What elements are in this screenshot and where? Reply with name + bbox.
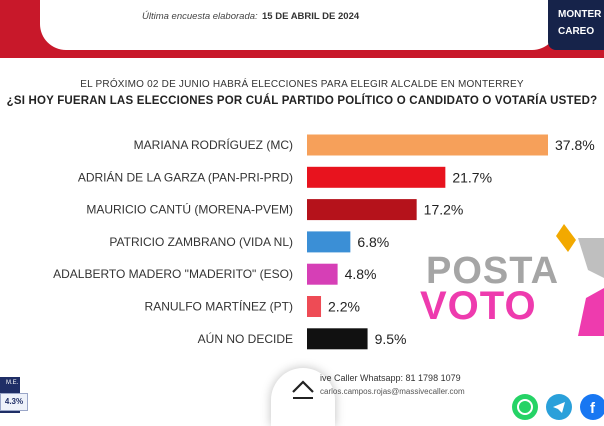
- brand-box: MONTER CAREO: [548, 0, 604, 50]
- bar: [307, 231, 351, 253]
- category-label: ADALBERTO MADERO "MADERITO" (ESO): [53, 267, 293, 281]
- value-label: 17.2%: [424, 202, 464, 218]
- brand-line-1: MONTER: [558, 9, 602, 20]
- posta-logo-shape: [556, 224, 604, 336]
- category-label: MARIANA RODRÍGUEZ (MC): [134, 137, 293, 152]
- chart-title: EL PRÓXIMO 02 DE JUNIO HABRÁ ELECCIONES …: [80, 79, 524, 90]
- category-label: AÚN NO DECIDE: [198, 331, 293, 346]
- survey-label: Última encuesta elaborada:: [142, 11, 258, 22]
- me-label: M.E.: [6, 380, 19, 386]
- brand-line-2: CAREO: [558, 26, 595, 37]
- me-value: 4.3%: [4, 397, 24, 406]
- whatsapp-icon[interactable]: [512, 394, 538, 420]
- bar: [307, 199, 417, 221]
- survey-date: 15 DE ABRIL DE 2024: [262, 11, 360, 22]
- me-value-box: 4.3%: [0, 393, 28, 411]
- category-label: MAURICIO CANTÚ (MORENA-PVEM): [86, 202, 293, 217]
- contact-email[interactable]: carlos.campos.rojas@massivecaller.com: [320, 387, 465, 396]
- telegram-icon[interactable]: [546, 394, 572, 420]
- facebook-icon[interactable]: f: [580, 394, 604, 420]
- scroll-up-button[interactable]: [271, 368, 335, 426]
- value-label: 21.7%: [452, 169, 492, 185]
- value-label: 37.8%: [555, 137, 595, 153]
- chevron-up-icon: [292, 380, 314, 399]
- watermark-posta: POSTA: [426, 250, 560, 292]
- bar: [307, 328, 368, 350]
- header-panel: [40, 0, 558, 50]
- svg-text:f: f: [590, 400, 596, 417]
- value-label: 2.2%: [328, 299, 360, 315]
- value-label: 9.5%: [375, 331, 407, 347]
- contact-whatsapp: ive Caller Whatsapp: 81 1798 1079: [320, 373, 461, 383]
- bar: [307, 263, 338, 285]
- bar: [307, 296, 322, 317]
- category-label: ADRIÁN DE LA GARZA (PAN-PRI-PRD): [78, 169, 293, 184]
- value-label: 4.8%: [345, 266, 377, 282]
- category-label: RANULFO MARTÍNEZ (PT): [145, 299, 293, 314]
- value-label: 6.8%: [357, 234, 389, 250]
- bar: [307, 134, 548, 156]
- chart-subtitle: ¿SI HOY FUERAN LAS ELECCIONES POR CUÁL P…: [6, 95, 598, 107]
- category-label: PATRICIO ZAMBRANO (VIDA NL): [109, 235, 293, 249]
- bar: [307, 166, 446, 188]
- watermark-voto: VOTO: [420, 284, 537, 328]
